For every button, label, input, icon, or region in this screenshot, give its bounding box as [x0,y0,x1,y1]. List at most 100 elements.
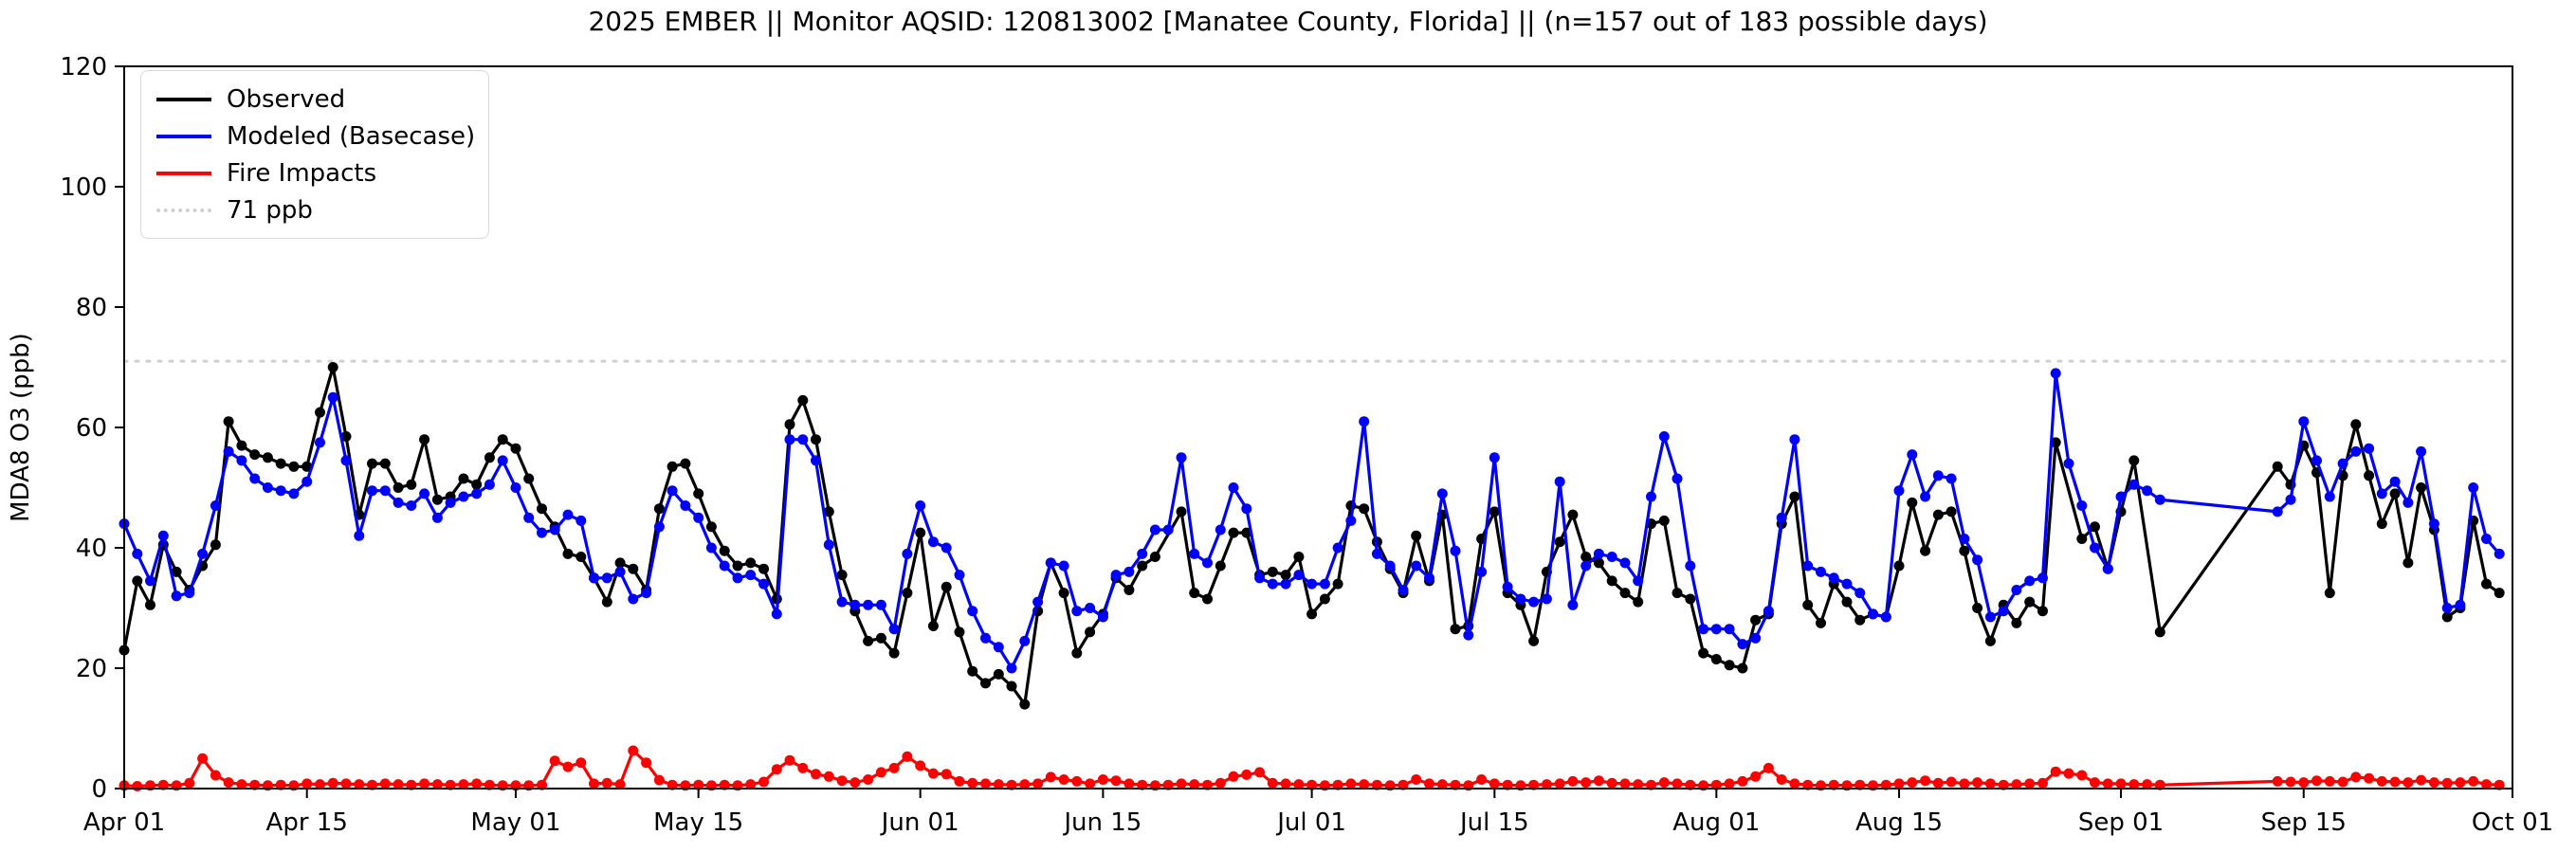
data-point [1398,585,1409,595]
data-point [301,778,313,789]
data-point [2311,775,2322,787]
data-point [967,606,978,617]
data-point [223,777,234,789]
data-point [2389,776,2401,788]
legend-label-fire: Fire Impacts [227,158,377,188]
data-point [1619,588,1631,599]
data-point [2389,488,2401,499]
data-point [1489,452,1500,463]
data-point [1920,491,1931,502]
plot-area: 0 20 40 60 80 100 120 MDA8 O3 (ppb) Apr 01 Apr 15… [7,53,2553,837]
data-point [1567,509,1579,520]
data-point [589,572,599,584]
data-point [811,769,821,780]
data-point [1058,588,1069,599]
data-point [1032,596,1044,608]
data-point [157,530,169,541]
data-point [1789,778,1800,789]
data-point [288,461,300,472]
data-point [758,563,769,574]
data-point [1880,779,1891,790]
data-point [1019,699,1031,710]
data-point [1932,509,1944,520]
data-point [340,778,352,789]
data-point [1841,578,1853,590]
data-point [2441,603,2453,613]
data-point [980,632,991,644]
data-point [1202,779,1213,790]
data-point [2142,779,2153,790]
data-point [2376,488,2387,499]
data-point [171,590,182,602]
y-tick-label: 0 [91,775,107,804]
y-axis-label: MDA8 O3 (ppb) [7,333,35,522]
data-point [393,482,404,493]
data-point [797,394,809,406]
data-point [1071,606,1083,617]
data-point [941,581,952,592]
data-point [967,665,978,677]
data-point [2011,779,2022,790]
data-point [1124,778,1135,789]
y-tick-label: 20 [76,655,107,683]
data-point [993,642,1004,653]
data-point [1436,488,1448,499]
data-point [2037,777,2048,789]
data-point [628,593,639,605]
x-tick-label: Apr 01 [83,808,165,837]
data-point [2494,779,2505,790]
data-point [406,500,417,511]
data-point [379,458,391,469]
data-point [1162,779,1174,790]
data-point [1541,593,1552,605]
data-point [784,419,795,430]
data-point [301,476,313,487]
data-point [1554,778,1565,789]
data-point [1215,524,1226,535]
data-point [667,461,678,472]
data-point [431,512,443,523]
data-point [275,458,286,469]
data-point [1972,603,1983,613]
data-point [549,755,560,767]
data-point [1306,779,1318,790]
x-tick-label: Jul 15 [1458,808,1529,837]
data-point [2050,368,2061,379]
data-point [562,509,574,520]
data-point [1137,779,1148,790]
data-point [1058,560,1069,572]
data-point [797,762,809,773]
data-point [262,482,273,493]
x-tick-label: Oct 01 [2472,808,2553,837]
data-point [2115,778,2127,789]
data-point [1176,452,1187,463]
data-point [758,578,769,590]
data-point [2481,578,2492,590]
data-point [1763,606,1774,617]
data-point [1828,779,1839,790]
data-point [1058,774,1069,785]
data-point [1097,611,1108,623]
data-point [145,575,155,587]
data-point [1593,548,1604,559]
data-point [1189,588,1200,599]
data-point [1228,482,1239,493]
data-point [1319,593,1330,605]
data-point [354,530,365,541]
data-point [1606,552,1617,562]
data-point [1228,771,1239,782]
data-point [1476,566,1488,577]
data-point [1737,775,1748,787]
data-point [927,768,939,779]
data-point [1332,542,1343,554]
data-point [784,434,795,445]
data-point [1633,575,1644,587]
data-point [1633,779,1644,790]
data-point [2402,557,2414,569]
data-point [2455,777,2466,789]
data-point [2090,777,2100,789]
data-point [2364,772,2375,784]
data-point [1580,777,1592,789]
data-point [132,781,143,791]
data-point [1528,635,1540,646]
